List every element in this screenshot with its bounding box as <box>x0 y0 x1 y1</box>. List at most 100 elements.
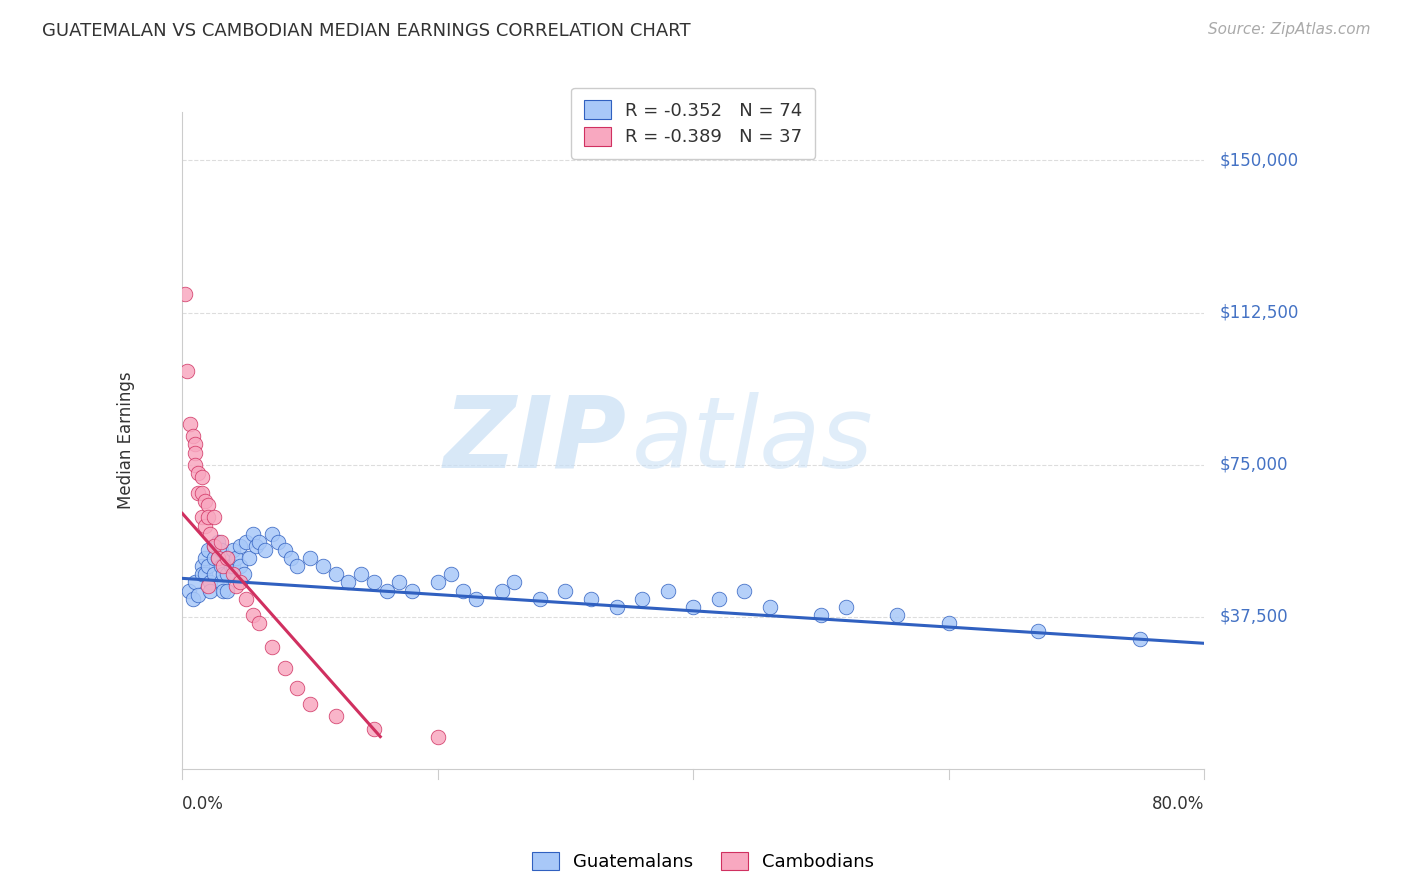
Point <box>325 709 347 723</box>
Point <box>225 551 247 566</box>
Point <box>273 543 295 558</box>
Point <box>202 539 225 553</box>
Point <box>212 583 235 598</box>
Text: $37,500: $37,500 <box>1219 608 1288 626</box>
Legend: R = -0.352   N = 74, R = -0.389   N = 37: R = -0.352 N = 74, R = -0.389 N = 37 <box>571 87 815 159</box>
Point <box>184 575 207 590</box>
Point <box>235 534 257 549</box>
Point <box>215 551 238 566</box>
Point <box>451 583 474 598</box>
Point <box>207 551 229 566</box>
Point <box>194 567 217 582</box>
Point <box>194 518 217 533</box>
Point <box>194 551 217 566</box>
Point <box>758 599 780 614</box>
Point <box>202 567 225 582</box>
Point <box>491 583 513 598</box>
Point <box>209 559 232 574</box>
Point <box>1026 624 1049 639</box>
Point <box>401 583 423 598</box>
Point <box>197 498 219 512</box>
Point <box>200 583 222 598</box>
Point <box>197 579 219 593</box>
Point <box>190 470 212 484</box>
Point <box>733 583 755 598</box>
Point <box>190 559 212 574</box>
Point <box>197 510 219 524</box>
Text: 0.0%: 0.0% <box>183 796 224 814</box>
Point <box>657 583 679 598</box>
Point <box>215 567 238 582</box>
Point <box>247 534 270 549</box>
Point <box>209 534 232 549</box>
Point <box>187 486 209 500</box>
Point <box>312 559 335 574</box>
Point <box>190 486 212 500</box>
Point <box>242 526 264 541</box>
Point <box>299 551 322 566</box>
Point <box>363 722 385 736</box>
Point <box>229 559 252 574</box>
Legend: Guatemalans, Cambodians: Guatemalans, Cambodians <box>524 845 882 879</box>
Point <box>439 567 461 582</box>
Point <box>631 591 654 606</box>
Text: 80.0%: 80.0% <box>1152 796 1204 814</box>
Point <box>299 697 322 711</box>
Point <box>207 551 229 566</box>
Point <box>325 567 347 582</box>
Point <box>209 543 232 558</box>
Point <box>285 559 308 574</box>
Point <box>197 543 219 558</box>
Text: Median Earnings: Median Earnings <box>117 372 135 509</box>
Point <box>207 534 229 549</box>
Point <box>260 526 283 541</box>
Point <box>247 615 270 630</box>
Point <box>426 730 449 744</box>
Point <box>835 599 858 614</box>
Point <box>529 591 551 606</box>
Point <box>682 599 704 614</box>
Point <box>202 539 225 553</box>
Point <box>235 591 257 606</box>
Point <box>190 567 212 582</box>
Point <box>181 429 204 443</box>
Point <box>605 599 627 614</box>
Point <box>209 575 232 590</box>
Point <box>280 551 302 566</box>
Point <box>215 583 238 598</box>
Point <box>285 681 308 695</box>
Point <box>260 640 283 655</box>
Point <box>197 559 219 574</box>
Point <box>388 575 411 590</box>
Point <box>1129 632 1152 647</box>
Text: $75,000: $75,000 <box>1219 456 1288 474</box>
Point <box>579 591 602 606</box>
Point <box>190 510 212 524</box>
Point <box>202 551 225 566</box>
Text: $112,500: $112,500 <box>1219 303 1299 321</box>
Point <box>187 466 209 480</box>
Point <box>200 526 222 541</box>
Point <box>184 445 207 459</box>
Point <box>179 417 201 432</box>
Point <box>225 579 247 593</box>
Text: atlas: atlas <box>631 392 873 489</box>
Point <box>273 660 295 674</box>
Point <box>222 543 245 558</box>
Point <box>938 615 960 630</box>
Point <box>181 591 204 606</box>
Point <box>177 583 200 598</box>
Point <box>194 494 217 508</box>
Point <box>212 559 235 574</box>
Text: $150,000: $150,000 <box>1219 152 1298 169</box>
Point <box>337 575 360 590</box>
Point <box>375 583 398 598</box>
Point <box>222 559 245 574</box>
Point <box>426 575 449 590</box>
Point <box>886 607 908 622</box>
Point <box>232 567 254 582</box>
Point <box>174 287 197 301</box>
Point <box>267 534 290 549</box>
Point <box>202 510 225 524</box>
Point <box>350 567 373 582</box>
